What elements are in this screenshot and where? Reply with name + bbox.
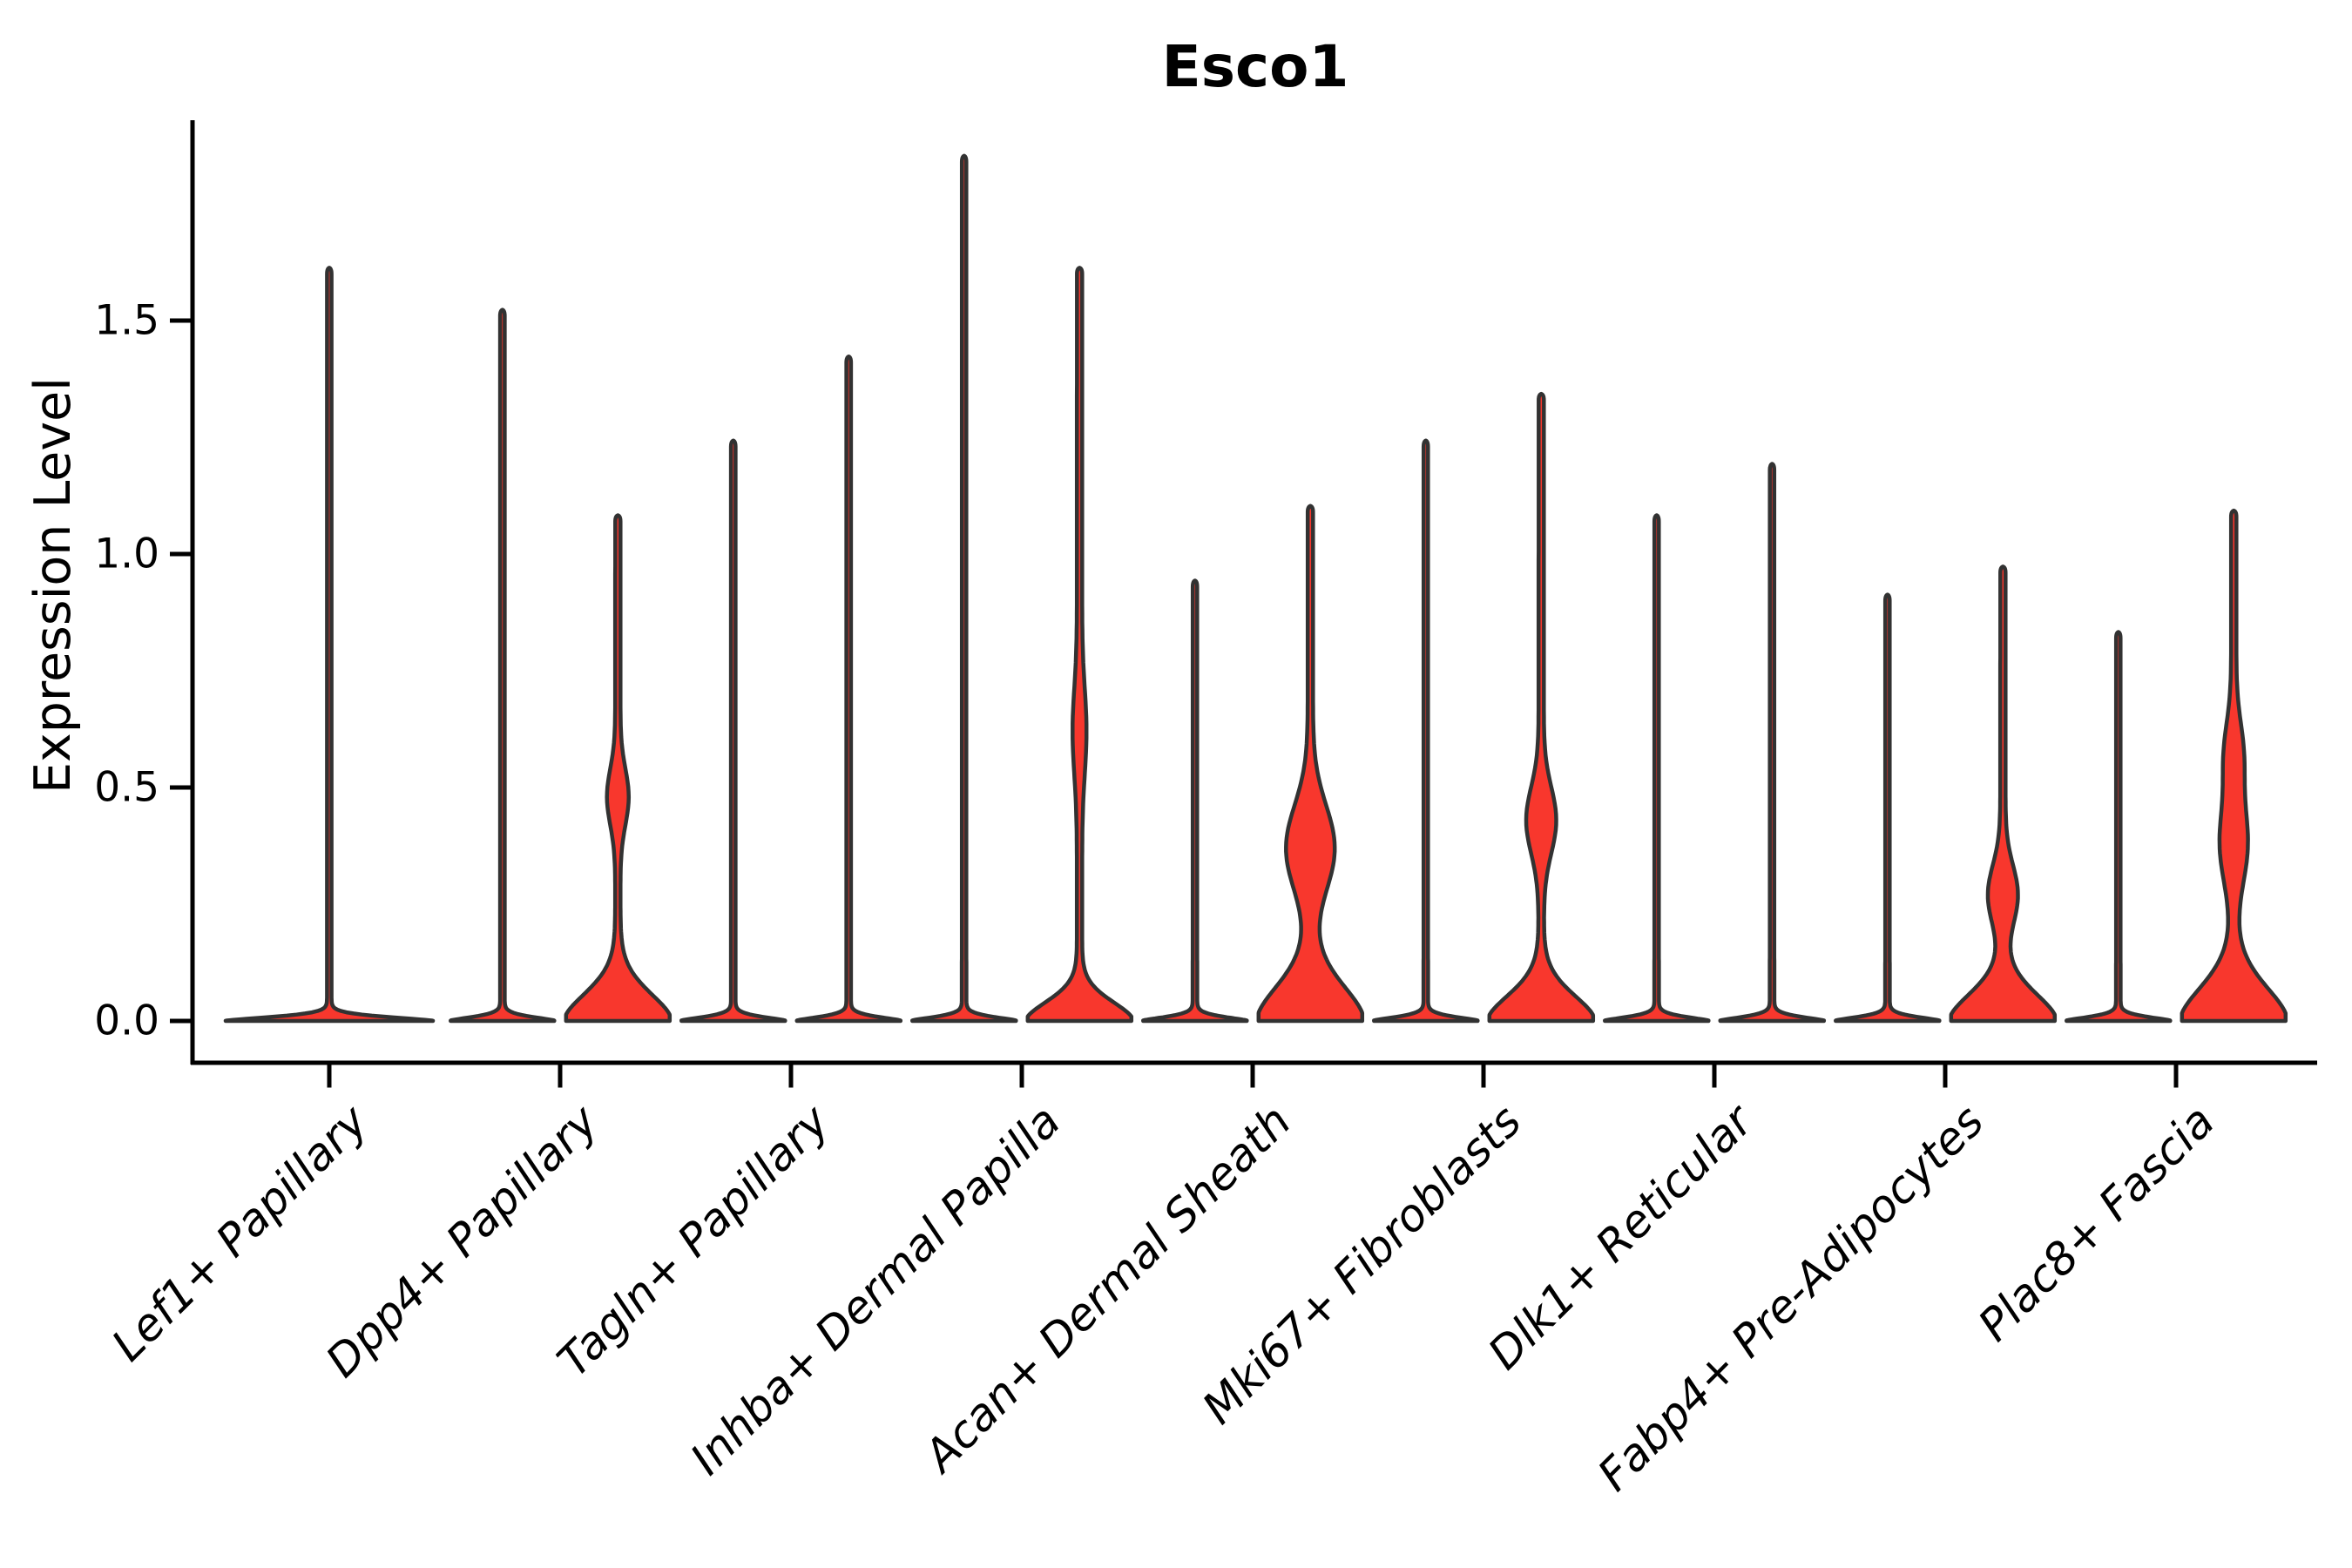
- violin-lef1-papillary-center: [223, 266, 436, 1024]
- violin-fabp4-pre-adipocytes-right: [1949, 564, 2058, 1024]
- violin-inhba-dermal-papilla-left: [910, 153, 1018, 1024]
- violin-inhba-dermal-papilla-right: [1025, 266, 1134, 1024]
- violin-mki67-fibroblasts-left: [1372, 438, 1480, 1024]
- y-tick-label: 0.0: [94, 997, 159, 1045]
- violin-dpp4-papillary-right: [564, 513, 672, 1024]
- violin-fabp4-pre-adipocytes-left: [1834, 592, 1942, 1024]
- y-tick-label: 1.5: [94, 296, 159, 345]
- violin-plac8-fascia-left: [2065, 630, 2173, 1024]
- violin-tagln-papillary-right: [794, 354, 903, 1024]
- violin-acan-dermal-sheath-right: [1256, 504, 1365, 1024]
- violin-plac8-fascia-right: [2180, 508, 2288, 1024]
- chart-title: Esco1: [1161, 33, 1349, 100]
- y-tick-label: 0.5: [94, 763, 159, 812]
- violin-dlk1-reticular-left: [1603, 513, 1711, 1024]
- violin-acan-dermal-sheath-left: [1141, 578, 1249, 1024]
- violin-mki67-fibroblasts-right: [1487, 391, 1596, 1024]
- violin-dpp4-papillary-left: [449, 308, 557, 1024]
- violin-tagln-papillary-left: [679, 438, 787, 1024]
- y-tick-label: 1.0: [94, 530, 159, 578]
- violin-dlk1-reticular-right: [1718, 462, 1827, 1024]
